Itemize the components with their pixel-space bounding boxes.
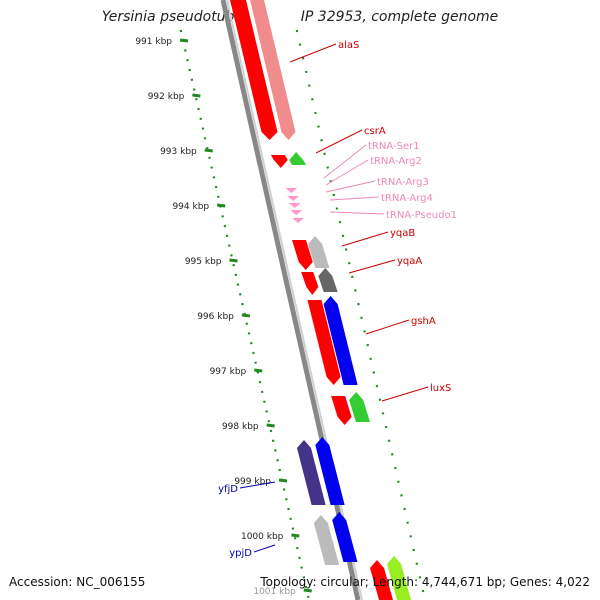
trna-mark [287, 196, 300, 201]
tick-mark [192, 93, 201, 98]
gshA-gene [307, 300, 341, 385]
gene-label-tRNA-Pseudo1: tRNA-Pseudo1 [386, 210, 457, 221]
tick-label: 993 kbp [160, 147, 197, 157]
label-leader [325, 159, 369, 186]
tick-label: 996 kbp [197, 312, 234, 322]
trna-mark [290, 210, 303, 215]
tick-mark [216, 203, 226, 208]
bottom-green [387, 556, 411, 600]
gene-label-ypjD: ypjD [229, 548, 252, 559]
tick-mark [303, 588, 312, 593]
gene-label-tRNA-Arg4: tRNA-Arg4 [381, 193, 433, 204]
gene-label-tRNA-Arg2: tRNA-Arg2 [370, 156, 422, 167]
trna-mark [288, 203, 301, 208]
label-leader [289, 43, 337, 63]
label-leader [239, 481, 276, 489]
label-leader [348, 259, 396, 274]
bottom-gene [370, 560, 393, 600]
tick-label: 992 kbp [148, 92, 185, 102]
tick-mark [229, 258, 238, 263]
label-leader [381, 386, 429, 402]
tick-label: 995 kbp [185, 257, 222, 267]
yqaA-gene [301, 272, 319, 295]
label-leader [365, 319, 410, 335]
tick-label: 994 kbp [172, 202, 209, 212]
label-leader [325, 180, 376, 193]
trna-mark [285, 188, 298, 193]
label-leader [315, 129, 363, 154]
yfjD-blue [315, 437, 345, 505]
gene-label-gshA: gshA [411, 316, 436, 327]
yqaB-gene [292, 240, 313, 270]
tick-label: 999 kbp [234, 477, 271, 487]
label-leader [253, 544, 276, 553]
tick-mark [266, 423, 275, 428]
label-leader [329, 196, 380, 201]
tick-label: 997 kbp [210, 367, 247, 377]
luxS-gene [331, 396, 352, 425]
alaS-gene [230, 0, 278, 140]
strip-body [238, 0, 431, 600]
tick-mark [241, 313, 251, 318]
ypjD-gene [313, 515, 340, 565]
label-leader [323, 144, 367, 179]
tick-label: 1000 kbp [241, 532, 284, 542]
tick-mark [204, 148, 213, 153]
label-leader [329, 211, 385, 215]
alaS-shadow [250, 0, 296, 140]
gene-label-alaS: alaS [338, 40, 359, 51]
yqaB-gray [308, 236, 330, 268]
gene-label-tRNA-Arg3: tRNA-Arg3 [377, 177, 429, 188]
trna-mark [292, 218, 305, 223]
accession-text: Accession: NC_006155 [9, 575, 146, 589]
gene-label-csrA: csrA [364, 126, 386, 137]
tick-mark [278, 478, 288, 483]
yfjD-gene [297, 440, 326, 505]
gene-label-tRNA-Ser1: tRNA-Ser1 [368, 141, 420, 152]
ypjD-blue [332, 512, 358, 562]
gene-label-yfjD: yfjD [218, 484, 238, 495]
tick-label: 991 kbp [135, 37, 172, 47]
yqaA-gray [318, 268, 338, 292]
gene-label-yqaA: yqaA [397, 256, 422, 267]
tick-mark [179, 38, 189, 43]
csrA-green [289, 152, 307, 165]
tick-label: 1001 kbp [253, 587, 296, 597]
tick-mark [291, 533, 300, 538]
luxS-green [349, 392, 370, 422]
topology-text: Topology: circular; Length: 4,744,671 bp… [260, 575, 590, 589]
gshA-blue [323, 296, 358, 385]
tick-label: 998 kbp [222, 422, 259, 432]
tick-mark [254, 368, 263, 373]
gene-label-luxS: luxS [430, 383, 451, 394]
gene-label-yqaB: yqaB [390, 228, 415, 239]
csrA-gene [270, 155, 288, 168]
label-leader [341, 231, 389, 247]
map-title: Yersinia pseudotuberculosis IP 32953, co… [101, 9, 499, 25]
